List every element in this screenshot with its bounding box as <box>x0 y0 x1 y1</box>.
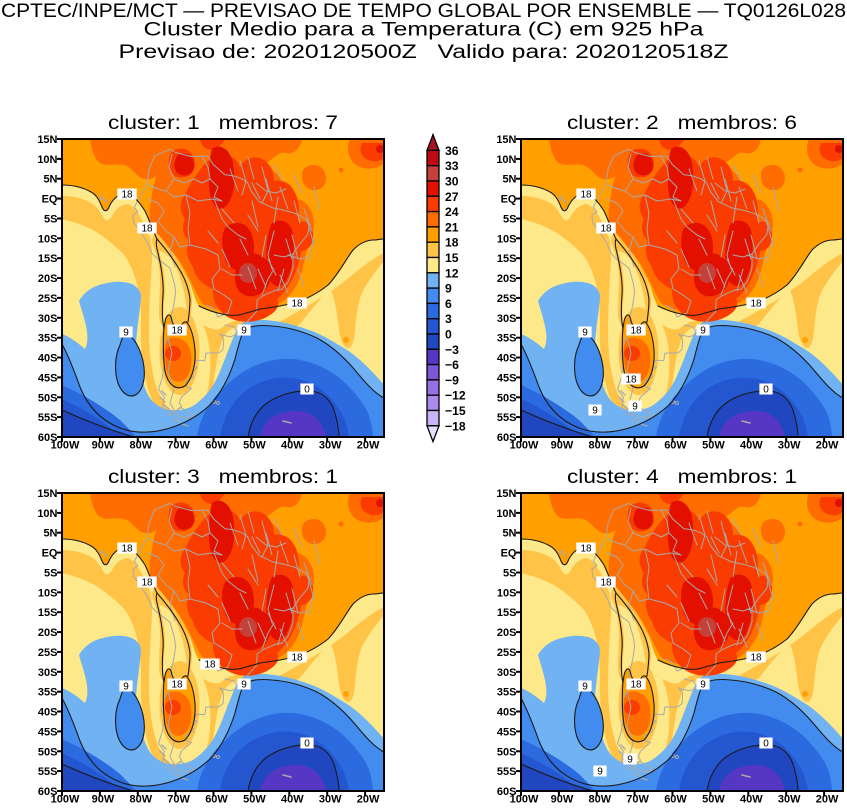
svg-text:9: 9 <box>592 406 598 417</box>
svg-text:Cluster Medio para a Temperatu: Cluster Medio para a Temperatura (C) em … <box>144 20 705 41</box>
svg-text:27: 27 <box>445 190 459 204</box>
svg-text:−9: −9 <box>445 373 459 387</box>
svg-text:15: 15 <box>445 251 459 265</box>
svg-text:9: 9 <box>597 767 603 778</box>
svg-text:21: 21 <box>445 220 459 234</box>
svg-text:3: 3 <box>445 312 452 326</box>
svg-text:6: 6 <box>445 297 452 311</box>
svg-text:−6: −6 <box>445 358 459 372</box>
svg-text:−12: −12 <box>445 389 466 403</box>
svg-text:24: 24 <box>445 205 459 219</box>
svg-text:18: 18 <box>625 375 637 386</box>
svg-text:36: 36 <box>445 144 459 158</box>
svg-text:12: 12 <box>445 266 459 280</box>
svg-text:18: 18 <box>445 236 459 250</box>
svg-text:0: 0 <box>445 328 452 342</box>
svg-text:30: 30 <box>445 175 459 189</box>
svg-text:33: 33 <box>445 159 459 173</box>
svg-text:cluster: 1 membros: 7: cluster: 1 membros: 7 <box>108 113 338 134</box>
svg-text:−18: −18 <box>445 419 466 433</box>
svg-text:Previsao de: 2020120500Z Val: Previsao de: 2020120500Z Valido para: 20… <box>119 42 729 63</box>
svg-text:9: 9 <box>632 402 638 413</box>
svg-text:cluster: 3 membros: 1: cluster: 3 membros: 1 <box>108 467 338 488</box>
svg-text:CPTEC/INPE/MCT — PREVISAO DE T: CPTEC/INPE/MCT — PREVISAO DE TEMPO GLOBA… <box>1 0 846 22</box>
svg-text:cluster: 4 membros: 1: cluster: 4 membros: 1 <box>567 467 797 488</box>
svg-text:−15: −15 <box>445 404 466 418</box>
svg-text:9: 9 <box>627 755 633 766</box>
svg-text:−3: −3 <box>445 343 459 357</box>
svg-text:18: 18 <box>204 660 216 671</box>
svg-text:cluster: 2 membros: 6: cluster: 2 membros: 6 <box>567 113 797 134</box>
svg-text:9: 9 <box>445 282 452 296</box>
